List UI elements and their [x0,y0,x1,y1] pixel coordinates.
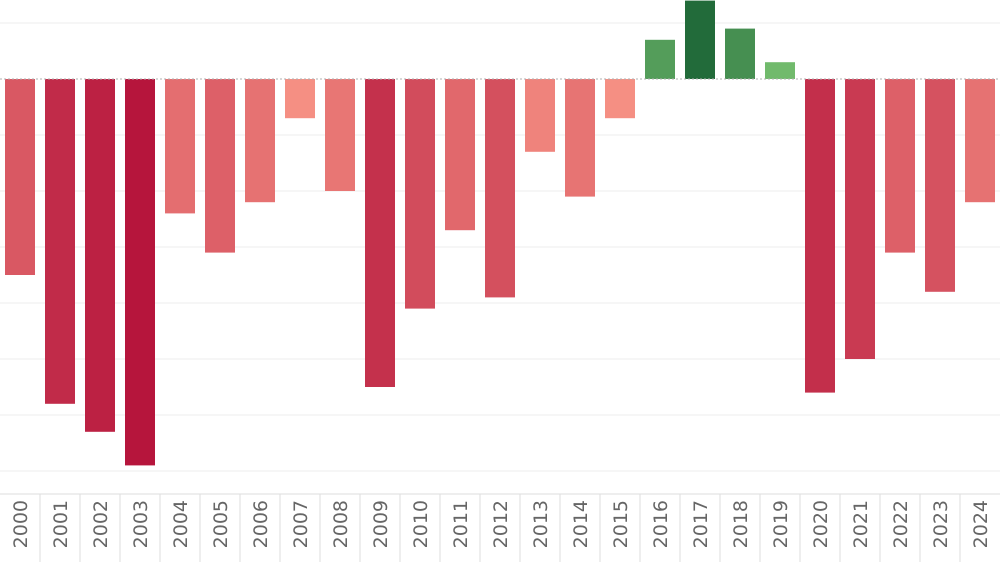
bar-2019[interactable] [765,62,795,79]
bar-2007[interactable] [285,79,315,119]
x-tick-label-2007: 2007 [290,500,312,548]
bar-2016[interactable] [645,39,675,79]
bar-2011[interactable] [445,79,475,231]
x-tick-label-2002: 2002 [90,500,112,548]
x-tick-label-2021: 2021 [850,500,872,548]
x-tick-label-2018: 2018 [730,500,752,548]
x-axis-tick-labels: 2000 2001 2002 2003 2004 2005 2006 2007 2008 2009… [10,494,992,562]
bar-2024[interactable] [965,79,995,203]
x-tick-label-2013: 2013 [530,500,552,548]
x-tick-label-2006: 2006 [250,500,272,548]
bar-2012[interactable] [485,79,515,298]
x-tick-label-2012: 2012 [490,500,512,548]
x-tick-label-2017: 2017 [690,500,712,548]
bar-2023[interactable] [925,79,955,292]
x-tick-label-2024: 2024 [970,500,992,548]
x-tick-label-2009: 2009 [370,500,392,548]
x-tick-label-2022: 2022 [890,500,912,548]
x-tick-label-2005: 2005 [210,500,232,548]
x-tick-label-2019: 2019 [770,500,792,548]
x-tick-label-2000: 2000 [10,500,32,548]
x-tick-label-2023: 2023 [930,500,952,548]
bar-2008[interactable] [325,79,355,191]
bar-2009[interactable] [365,79,395,387]
x-tick-label-2020: 2020 [810,500,832,548]
bar-2022[interactable] [885,79,915,253]
bar-2021[interactable] [845,79,875,359]
x-tick-label-2001: 2001 [50,500,72,548]
bars [5,0,995,466]
bar-2006[interactable] [245,79,275,203]
x-tick-label-2015: 2015 [610,500,632,548]
bar-2015[interactable] [605,79,635,119]
bar-2013[interactable] [525,79,555,152]
bar-2020[interactable] [805,79,835,393]
bar-2004[interactable] [165,79,195,214]
x-tick-label-2004: 2004 [170,500,192,548]
x-tick-label-2010: 2010 [410,500,432,548]
bar-2005[interactable] [205,79,235,253]
bar-2017[interactable] [685,0,715,80]
x-tick-label-2014: 2014 [570,500,592,548]
x-tick-label-2008: 2008 [330,500,352,548]
bar-2010[interactable] [405,79,435,309]
x-tick-label-2016: 2016 [650,500,672,548]
bar-2001[interactable] [45,79,75,404]
bar-2018[interactable] [725,28,755,80]
bar-2002[interactable] [85,79,115,432]
bar-2014[interactable] [565,79,595,197]
bar-2000[interactable] [5,79,35,275]
x-tick-label-2011: 2011 [450,500,472,548]
bar-2003[interactable] [125,79,155,466]
x-tick-label-2003: 2003 [130,500,152,548]
